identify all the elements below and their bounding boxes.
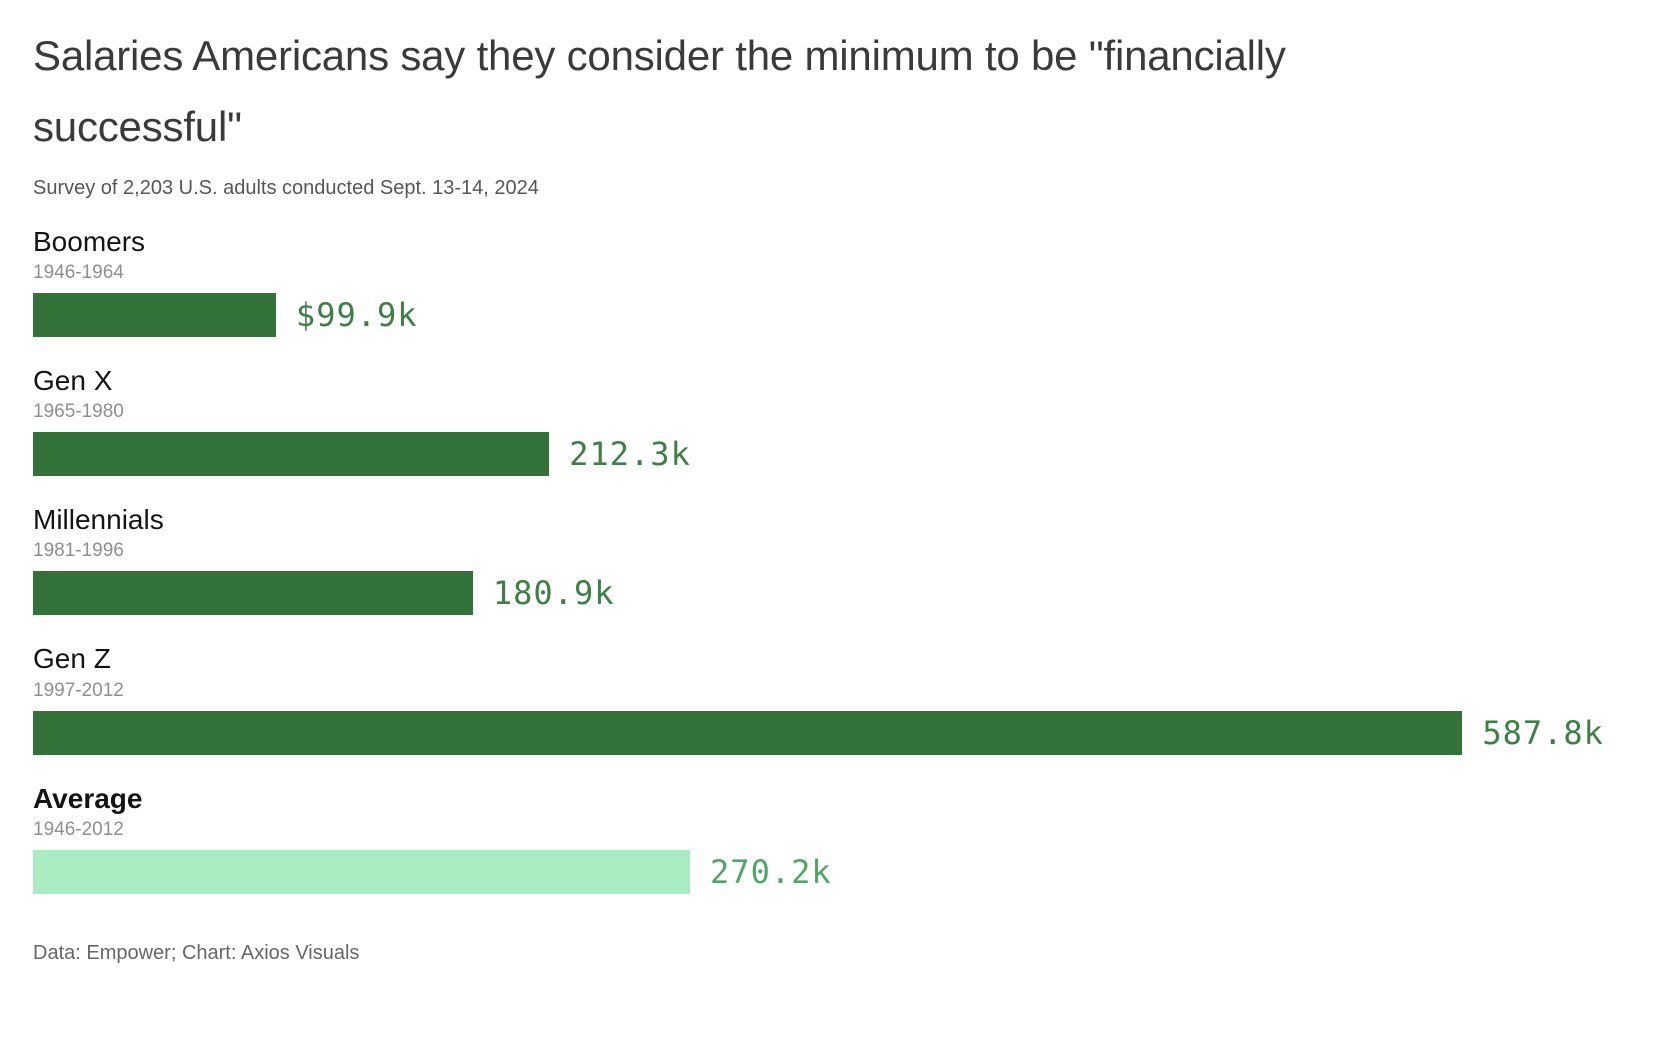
bar [33, 571, 473, 616]
bar-line: $99.9k [33, 292, 1639, 337]
chart-subtitle: Survey of 2,203 U.S. adults conducted Se… [33, 176, 539, 199]
chart-title: Salaries Americans say they consider the… [33, 32, 1286, 151]
chart-source: Data: Empower; Chart: Axios Visuals [33, 941, 360, 964]
bar [33, 849, 691, 894]
bar-group: Gen X 1965-1980 212.3k [33, 364, 1639, 477]
bar-group: Gen Z 1997-2012 587.8k [33, 643, 1639, 755]
bar-line: 180.9k [33, 571, 1639, 616]
bar [33, 292, 276, 337]
bar-line: 587.8k [33, 710, 1639, 755]
category-years: 1946-2012 [33, 818, 124, 840]
bar-rows: Boomers 1946-1964 $99.9k Gen X 1965-1980… [33, 226, 1639, 894]
bar-group: Millennials 1981-1996 180.9k [33, 504, 1639, 616]
bar-value-label: 180.9k [492, 574, 615, 613]
category-label: Millennials [33, 504, 164, 536]
chart: Salaries Americans say they consider the… [33, 20, 1639, 965]
bar [33, 432, 550, 477]
category-label: Gen X [33, 364, 113, 396]
category-label: Boomers [33, 225, 146, 257]
bar-value-label: 270.2k [710, 852, 832, 891]
category-years: 1997-2012 [33, 679, 124, 701]
bar-group: Average 1946-2012 270.2k [33, 783, 1639, 894]
bar-line: 212.3k [33, 432, 1639, 477]
bar-line: 270.2k [33, 849, 1639, 894]
category-label: Gen Z [33, 643, 111, 675]
category-label: Average [33, 782, 143, 814]
bar-value-label: $99.9k [295, 295, 418, 334]
category-years: 1981-1996 [33, 540, 124, 562]
bar-value-label: 212.3k [569, 435, 691, 474]
category-years: 1965-1980 [33, 401, 124, 423]
bar-value-label: 587.8k [1482, 713, 1604, 752]
category-years: 1946-1964 [33, 261, 124, 283]
bar [33, 710, 1463, 755]
bar-group: Boomers 1946-1964 $99.9k [33, 226, 1639, 337]
